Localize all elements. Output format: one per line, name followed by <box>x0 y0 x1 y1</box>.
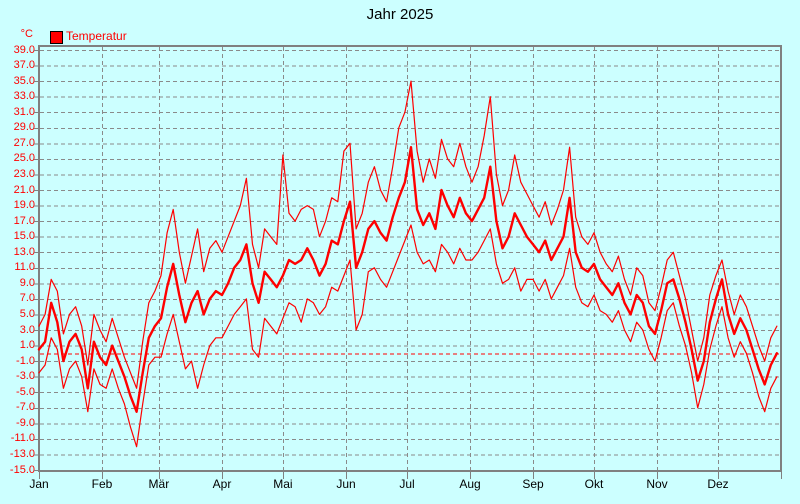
y-axis-tick-label: -9.0 <box>16 416 35 429</box>
temperature-mean-line <box>37 145 779 413</box>
y-axis-tick-label: 11.0 <box>14 261 35 274</box>
y-axis-tick-label: -3.0 <box>16 370 35 383</box>
temperature-max-line <box>38 80 778 389</box>
y-axis-tick-label: 19.0 <box>13 199 35 212</box>
y-axis-tick-label: 7.0 <box>19 292 35 305</box>
y-axis-tick-label: 25.0 <box>13 152 35 165</box>
x-axis-month-label: Jan <box>29 477 49 491</box>
x-axis-month-label: Jul <box>399 477 415 491</box>
y-axis-tick-label: 13.0 <box>13 245 35 258</box>
x-axis-month-label: Nov <box>646 477 668 491</box>
y-axis-tick-label: -1.0 <box>16 354 35 367</box>
y-axis-tick-label: 31.0 <box>13 105 35 118</box>
y-axis-tick-label: -11.0 <box>10 432 35 445</box>
y-axis-tick-label: -15.0 <box>9 463 35 476</box>
y-axis-unit-label: °C <box>20 28 33 40</box>
y-axis-tick-label: 33.0 <box>13 90 35 103</box>
x-axis-month-label: Mai <box>273 477 293 491</box>
y-axis-tick-label: 3.0 <box>19 323 35 336</box>
y-axis-tick-label: -5.0 <box>16 385 35 398</box>
legend-color-swatch <box>50 31 63 44</box>
x-axis-month-label: Mär <box>148 477 170 491</box>
grid <box>34 47 782 479</box>
y-axis-tick-label: 1.0 <box>19 339 35 352</box>
y-axis-tick-label: 9.0 <box>19 276 35 289</box>
y-axis-tick-label: -13.0 <box>9 447 35 460</box>
y-axis-tick-label: 21.0 <box>13 183 35 196</box>
y-axis-tick-label: 37.0 <box>13 59 35 72</box>
y-axis-tick-label: -7.0 <box>16 401 35 414</box>
chart-title: Jahr 2025 <box>366 6 434 23</box>
x-axis-month-label: Sep <box>522 477 544 491</box>
x-axis-month-label: Feb <box>91 477 113 491</box>
x-axis-month-label: Dez <box>707 477 729 491</box>
x-axis-month-label: Aug <box>459 477 481 491</box>
x-axis-month-label: Jun <box>336 477 356 491</box>
y-axis-tick-label: 15.0 <box>13 230 35 243</box>
y-axis-tick-label: 29.0 <box>13 121 35 134</box>
y-axis-tick-label: 39.0 <box>13 43 35 56</box>
plot-frame <box>38 45 782 472</box>
x-axis-month-label: Okt <box>584 477 604 491</box>
y-axis-tick-label: 27.0 <box>13 136 35 149</box>
y-axis-tick-label: 23.0 <box>13 167 35 180</box>
y-axis-tick-label: 17.0 <box>13 214 35 227</box>
plot-area <box>34 45 782 479</box>
y-axis-tick-label: 5.0 <box>19 307 35 320</box>
x-axis-month-label: Apr <box>212 477 232 491</box>
legend-label: Temperatur <box>66 29 127 43</box>
temperature-min-line <box>38 224 778 448</box>
y-axis-tick-label: 35.0 <box>13 74 35 87</box>
